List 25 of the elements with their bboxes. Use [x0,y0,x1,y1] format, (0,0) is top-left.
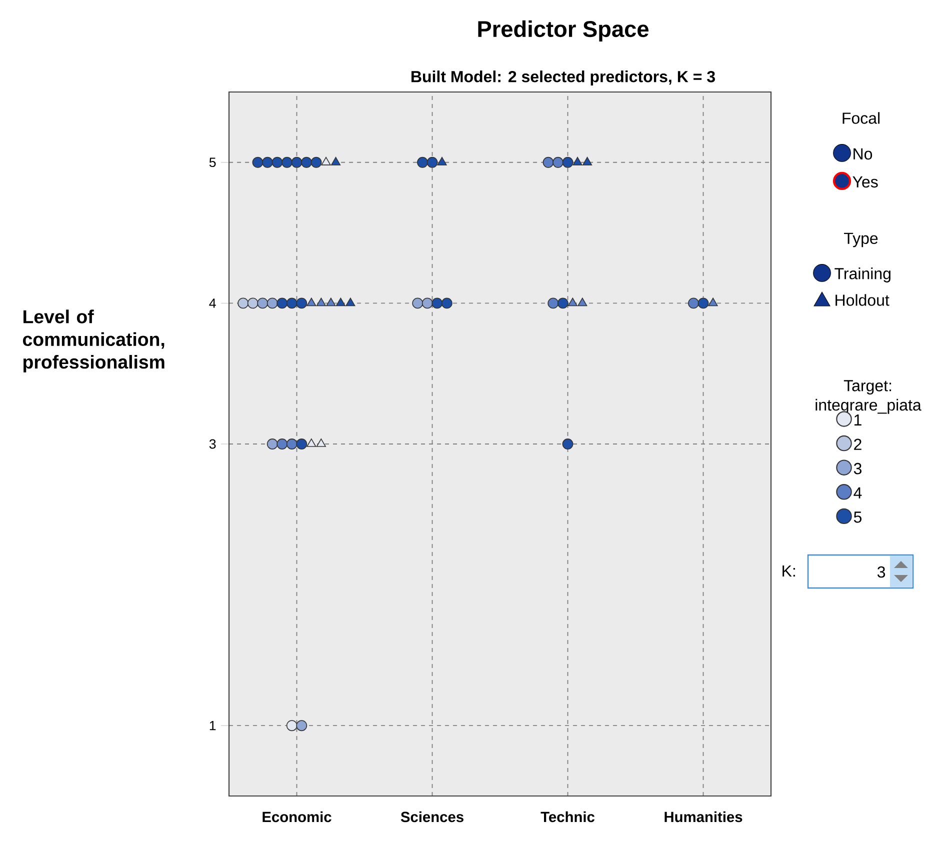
text: Training [834,268,890,282]
y-axis-title: Level of communication, professionalism [23,310,164,372]
x-tick-label: Sciences [400,811,464,822]
legend-title: Target: integrare_piata [816,380,922,414]
x-tick-label: Technic [540,811,594,822]
legend-label: 2 [854,438,862,450]
text: No [854,148,872,160]
chart-subtitle: Built Model: 2 selected predictors, K = 3 [412,70,715,86]
text: 3 [877,566,886,578]
y-tick-label: 1 [210,721,216,730]
x-tick-label: Economic [262,811,332,822]
y-tick-label: 4 [209,298,216,308]
legend-label: 4 [854,487,862,498]
y-tick-label: 3 [209,439,216,449]
y-tick-label: 5 [209,158,216,168]
text: K: [782,566,795,576]
text: Holdout [836,294,890,306]
text: Focal [842,112,880,124]
chart-title: Predictor Space [478,20,649,42]
x-tick-label: Humanities [664,811,742,822]
text: Type [844,232,878,248]
legend-label: 1 [854,414,862,426]
legend-label: 5 [854,512,862,523]
legend-label: 3 [854,462,862,474]
text: Yes [852,176,878,188]
